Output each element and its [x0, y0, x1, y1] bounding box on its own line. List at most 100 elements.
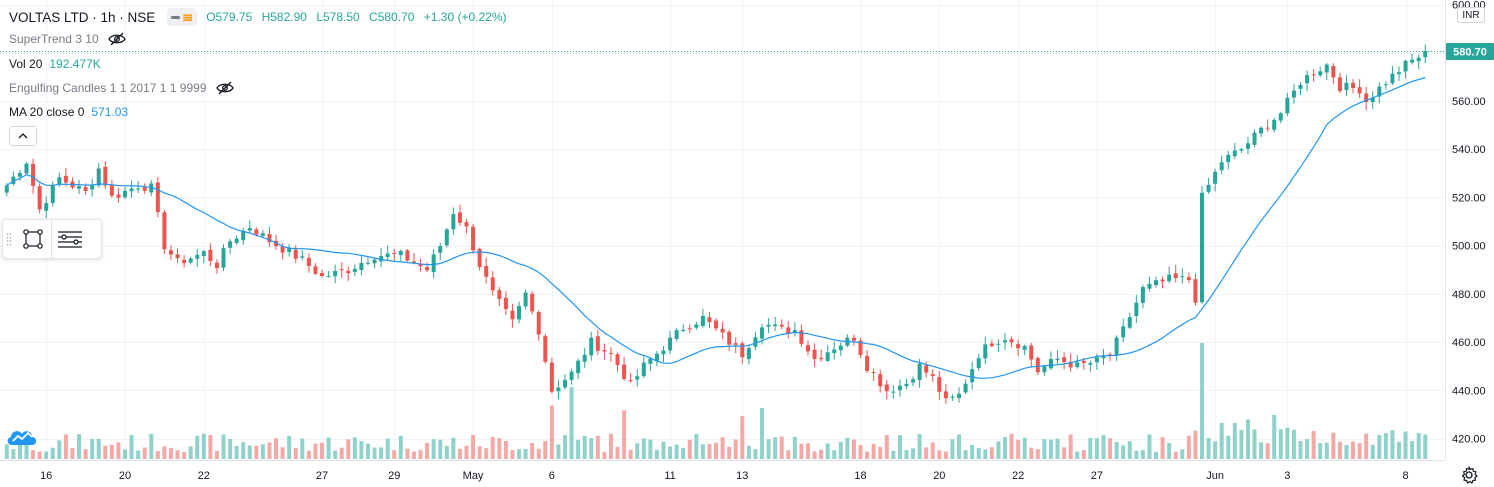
- candle-body: [510, 310, 515, 320]
- volume-bar: [943, 451, 948, 459]
- candle-body: [733, 343, 738, 345]
- candle-body: [556, 387, 561, 392]
- candle-body: [884, 384, 889, 392]
- volume-bar: [1416, 432, 1421, 459]
- volume-bar: [228, 438, 233, 459]
- eye-off-icon[interactable]: [107, 32, 126, 46]
- rectangle-tool-button[interactable]: [15, 221, 51, 257]
- volume-bar: [1311, 430, 1316, 459]
- candle-body: [83, 187, 88, 192]
- candle-body: [1081, 360, 1086, 363]
- volume-bar: [963, 450, 968, 459]
- candle-body: [825, 352, 830, 361]
- volume-bar: [129, 434, 134, 459]
- volume-bar: [1062, 447, 1067, 459]
- candle-body: [589, 337, 594, 356]
- candle-body: [917, 363, 922, 380]
- volume-bar: [1140, 450, 1145, 459]
- volume-bar: [1002, 437, 1007, 459]
- candle-body: [530, 293, 535, 312]
- volume-bar: [484, 448, 489, 459]
- candle-body: [418, 264, 423, 267]
- tradingview-cloud-icon[interactable]: [5, 425, 39, 447]
- volume-bar: [1154, 451, 1159, 459]
- volume-bar: [471, 434, 476, 459]
- candle-body: [287, 248, 292, 253]
- price-tick-label: 460.00: [1452, 337, 1486, 349]
- candle-body: [720, 328, 725, 333]
- candle-body: [766, 324, 771, 327]
- candle-body: [635, 376, 640, 380]
- volume-bar: [996, 441, 1001, 459]
- volume-bar: [582, 435, 587, 459]
- indicator-supertrend[interactable]: SuperTrend 3 10: [9, 32, 126, 46]
- eye-off-icon[interactable]: [215, 81, 234, 95]
- volume-bar: [1088, 438, 1093, 459]
- candle-body: [168, 250, 173, 255]
- price-tick-label: 520.00: [1452, 192, 1486, 204]
- volume-bar: [405, 448, 410, 459]
- candle-body: [241, 230, 246, 241]
- candle-body: [608, 352, 613, 354]
- volume-bar: [1075, 451, 1080, 459]
- volume-bar: [280, 447, 285, 459]
- volume-bar: [1121, 445, 1126, 459]
- volume-bar: [720, 437, 725, 459]
- gear-icon[interactable]: [1459, 465, 1479, 485]
- volume-bar: [306, 450, 311, 459]
- floating-toolbox[interactable]: [2, 219, 102, 259]
- compare-pill[interactable]: ≋: [167, 8, 198, 26]
- volume-bar: [182, 451, 187, 459]
- volume-bar: [1101, 434, 1106, 459]
- time-tick-label: 27: [1091, 470, 1103, 482]
- candle-body: [1305, 75, 1310, 84]
- price-tick-label: 560.00: [1452, 96, 1486, 108]
- indicator-ma[interactable]: MA 20 close 0 571.03: [9, 105, 128, 119]
- volume-bar: [641, 438, 646, 459]
- candle-body: [477, 248, 482, 268]
- volume-bar: [707, 444, 712, 459]
- candle-body: [63, 175, 68, 183]
- candle-body: [937, 377, 942, 392]
- candle-body: [1318, 71, 1323, 76]
- candle-body: [832, 349, 837, 354]
- candle-body: [149, 183, 154, 193]
- volume-bar: [464, 445, 469, 459]
- volume-bar: [260, 444, 265, 459]
- volume-bar: [392, 450, 397, 459]
- volume-bar: [1423, 434, 1428, 459]
- volume-bar: [372, 447, 377, 459]
- symbol-title[interactable]: VOLTAS LTD · 1h · NSE: [9, 9, 156, 25]
- volume-bar: [858, 445, 863, 459]
- volume-bar: [1048, 439, 1053, 459]
- candle-body: [1416, 57, 1421, 62]
- candle-body: [799, 330, 804, 344]
- indicator-engulfing[interactable]: Engulfing Candles 1 1 2017 1 1 9999: [9, 81, 234, 95]
- volume-bar: [63, 434, 68, 459]
- volume-bar: [983, 449, 988, 459]
- time-tick-label: 20: [933, 470, 945, 482]
- time-tick-label: 16: [40, 470, 52, 482]
- currency-label[interactable]: INR: [1457, 7, 1485, 23]
- candle-body: [490, 277, 495, 291]
- lines-tool-button[interactable]: [52, 221, 88, 257]
- candle-body: [996, 343, 1001, 345]
- time-tick-label: 13: [736, 470, 748, 482]
- candle-body: [727, 331, 732, 345]
- candle-body: [136, 188, 141, 190]
- candle-body: [838, 345, 843, 351]
- volume-bar: [1232, 423, 1237, 459]
- candle-body: [90, 184, 95, 190]
- candle-body: [503, 297, 508, 310]
- candle-body: [668, 337, 673, 351]
- collapse-legend-button[interactable]: [9, 126, 37, 146]
- volume-bar: [234, 445, 239, 459]
- volume-bar: [195, 435, 200, 459]
- indicator-volume[interactable]: Vol 20 192.477K: [9, 57, 101, 71]
- candle-body: [753, 337, 758, 347]
- volume-bar: [635, 443, 640, 459]
- drag-handle[interactable]: [3, 220, 15, 258]
- volume-bar: [1226, 435, 1231, 459]
- volume-bar: [123, 449, 128, 459]
